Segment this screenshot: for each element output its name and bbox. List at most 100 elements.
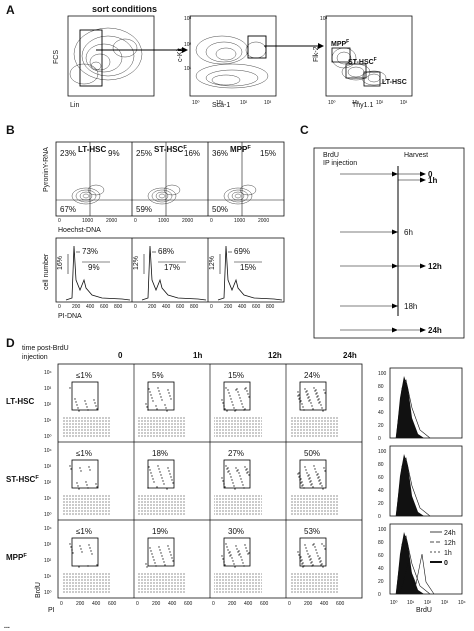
d-legend-1: 12h	[444, 540, 456, 547]
d-scatter-1-2: 27%	[214, 449, 262, 516]
d-scatter-0-1: 5%	[138, 371, 186, 438]
d-legend-3: 0	[444, 560, 448, 567]
d-hist-ytick-1-0: 0	[378, 514, 381, 520]
d-xtick-2-1: 200	[228, 601, 237, 607]
d-xtick-1-3: 600	[184, 601, 193, 607]
brdu-ylabel: BrdU	[35, 582, 42, 598]
b-h-s-1: 17%	[164, 263, 180, 272]
b-xtick-1-4: 800	[190, 304, 199, 310]
d-xtick-3-0: 0	[288, 601, 291, 607]
d-hist-ytick-0-0: 0	[378, 436, 381, 442]
b-xtick-1-2: 400	[162, 304, 171, 310]
c-time-5: 24h	[428, 326, 442, 335]
d-legend-0: 24h	[444, 530, 456, 537]
plot2-ytick3: 10³	[184, 16, 192, 22]
b-xtick-0-1: 200	[72, 304, 81, 310]
pyronin-ylabel: PyroninY-RNA	[43, 147, 50, 192]
d-hist-ytick-0-1: 20	[378, 423, 384, 429]
b-top-xtick-1-0: 0	[134, 218, 137, 224]
d-pct-1-0: ≤1%	[76, 449, 92, 458]
b-h-peak-0: 73%	[82, 247, 98, 256]
harvest-label: Harvest	[404, 152, 428, 159]
c-time-4: 18h	[404, 302, 417, 311]
d-pct-1-1: 18%	[152, 449, 168, 458]
d-pct-2-0: ≤1%	[76, 527, 92, 536]
d-row-label-0: LT-HSC	[6, 397, 35, 406]
plot3-ytick3: 10³	[320, 16, 328, 22]
d-xtick-2-3: 600	[260, 601, 269, 607]
d-scatter-1-0: ≤1%	[62, 449, 110, 516]
b-xtick-1-0: 0	[134, 304, 137, 310]
d-ytick-1-0: 10⁰	[44, 512, 52, 518]
d-xtick-3-2: 400	[320, 601, 329, 607]
d-scatter-2-1: 19%	[138, 527, 186, 594]
d-scatter-2-2: 30%	[214, 527, 262, 594]
d-ytick-2-2: 10²	[44, 558, 52, 564]
sort-conditions-label: sort conditions	[92, 4, 157, 14]
d-hist-ytick-1-2: 40	[378, 488, 384, 494]
c-time-1: 1h	[428, 176, 437, 185]
c-time-2: 6h	[404, 228, 413, 237]
d-hist-ytick-2-1: 20	[378, 579, 384, 585]
plot2-tick2: 10²	[240, 100, 248, 106]
b-h-peak-2: 69%	[234, 247, 250, 256]
d-xtick-2-2: 400	[244, 601, 253, 607]
b-q-tr-2: 15%	[260, 149, 276, 158]
b-q-tr-0: 9%	[108, 149, 120, 158]
d-pct-2-1: 19%	[152, 527, 168, 536]
plot2-xlabel: Sca-1	[212, 102, 230, 109]
gate-lt-label: LT-HSC	[382, 79, 407, 86]
b-col-title-0: LT-HSC	[78, 145, 107, 154]
plot-fcs-lin: FCS Lin	[53, 15, 155, 109]
d-row-label-1: ST-HSCF	[6, 475, 39, 484]
b-q-tl-1: 25%	[136, 149, 152, 158]
d-xtick-0-3: 600	[108, 601, 117, 607]
b-xtick-2-1: 200	[224, 304, 233, 310]
d-ytick-1-3: 10³	[44, 464, 52, 470]
d-hist-ytick-1-4: 80	[378, 462, 384, 468]
d-xtick-3-3: 600	[336, 601, 345, 607]
d-xtick-0-2: 400	[92, 601, 101, 607]
d-scatter-1-3: 50%	[290, 449, 338, 516]
d-hist-ytick-0-2: 40	[378, 410, 384, 416]
d-ytick-1-1: 10¹	[44, 496, 52, 502]
brdu-ip-label-2: IP injection	[323, 160, 357, 167]
b-top-xtick-1-1: 1000	[158, 218, 169, 224]
d-pct-1-3: 50%	[304, 449, 320, 458]
d-ytick-0-1: 10¹	[44, 418, 52, 424]
d-hist-0: 0 20 40 60 80 100	[378, 367, 463, 442]
d-xtick-1-1: 200	[152, 601, 161, 607]
b-col-title-2: MPPF	[230, 145, 251, 154]
b-xtick-1-1: 200	[148, 304, 157, 310]
b-xtick-0-0: 0	[58, 304, 61, 310]
b-xtick-0-4: 800	[114, 304, 123, 310]
b-q-tr-1: 16%	[184, 149, 200, 158]
d-xtick-0-1: 200	[76, 601, 85, 607]
plot3-tick1: 10¹	[352, 100, 360, 106]
b-contour-0	[71, 184, 105, 205]
b-hist-2	[217, 245, 283, 301]
d-row-label-2: MPPF	[6, 553, 27, 562]
b-h-mid-2: 12%	[209, 256, 216, 270]
b-h-mid-0: 16%	[57, 256, 64, 270]
plot3-ylabel: Flk-2	[313, 46, 320, 62]
b-xtick-1-3: 600	[176, 304, 185, 310]
panel-b-letter: B	[6, 123, 15, 137]
d-scatter-1-1: 18%	[138, 449, 186, 516]
d-ytick-2-0: 10⁰	[44, 590, 52, 596]
panel-a: A sort conditions FCS Lin	[6, 3, 413, 109]
plot1-ylabel: FCS	[53, 50, 60, 64]
b-top-xtick-1-2: 2000	[182, 218, 193, 224]
d-hist-ytick-2-0: 0	[378, 592, 381, 598]
d-ytick-0-3: 10³	[44, 386, 52, 392]
b-q-tl-0: 23%	[60, 149, 76, 158]
time-header-1: time post-BrdU	[22, 345, 69, 352]
d-scatter-2-3: 53%	[290, 527, 338, 594]
b-xtick-2-3: 600	[252, 304, 261, 310]
d-hist-ytick-2-3: 60	[378, 553, 384, 559]
b-h-s-0: 9%	[88, 263, 100, 272]
d-hist-ytick-1-3: 60	[378, 475, 384, 481]
d-hist-ytick-0-3: 60	[378, 397, 384, 403]
d-xtick-1-2: 400	[168, 601, 177, 607]
